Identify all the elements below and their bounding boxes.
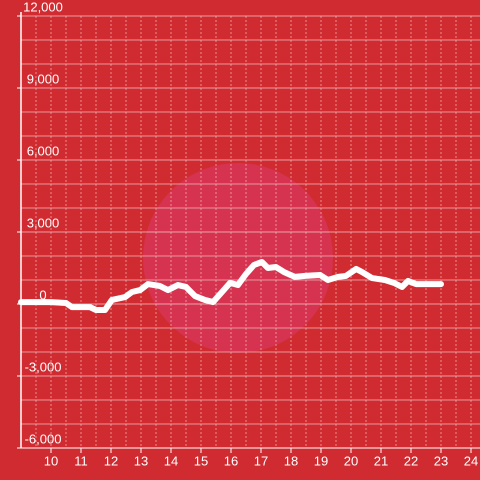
- y-tick-label: -3,000: [25, 359, 62, 374]
- y-tick-label: -6,000: [25, 431, 62, 446]
- x-tick-label: 19: [314, 453, 328, 468]
- x-tick-label: 17: [254, 453, 268, 468]
- x-tick-label: 13: [134, 453, 148, 468]
- x-tick-label: 21: [374, 453, 388, 468]
- x-tick-label: 10: [44, 453, 58, 468]
- x-tick-label: 18: [284, 453, 298, 468]
- data-line: [18, 259, 444, 313]
- x-tick-label: 14: [164, 453, 178, 468]
- x-tick-label: 11: [74, 453, 88, 468]
- x-tick-label: 12: [104, 453, 118, 468]
- x-tick-label: 23: [434, 453, 448, 468]
- y-tick-label: 6,000: [27, 143, 60, 158]
- x-tick-label: 15: [194, 453, 208, 468]
- y-tick-label: 9,000: [27, 71, 60, 86]
- x-tick-label: 20: [344, 453, 358, 468]
- x-tick-label: 22: [404, 453, 418, 468]
- x-tick-label: 24: [464, 453, 478, 468]
- y-tick-label: 0: [39, 287, 46, 302]
- y-tick-label: 3,000: [27, 215, 60, 230]
- y-tick-label: 12,000: [23, 0, 63, 14]
- watermark: [143, 163, 333, 353]
- x-tick-label: 16: [224, 453, 238, 468]
